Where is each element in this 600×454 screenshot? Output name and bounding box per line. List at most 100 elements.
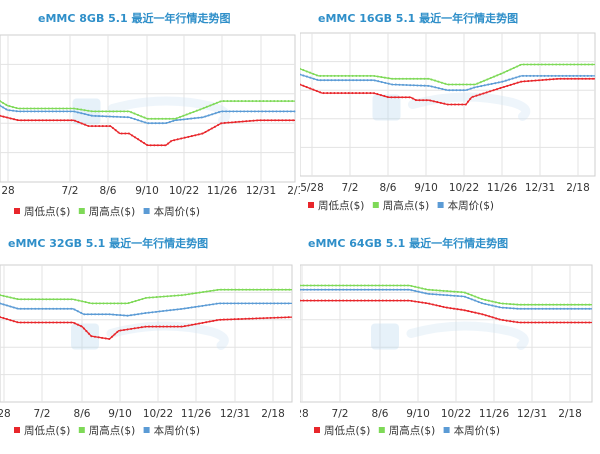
data-point [52, 298, 55, 301]
data-point [505, 302, 508, 305]
data-point [495, 88, 499, 91]
data-point [487, 83, 490, 86]
data-point [448, 89, 451, 92]
data-point [73, 308, 76, 311]
data-point [331, 299, 334, 302]
data-point [460, 291, 463, 294]
data-point [143, 121, 147, 124]
data-point [77, 299, 80, 302]
legend-swatch [314, 427, 320, 433]
data-point [119, 115, 122, 119]
data-point [248, 119, 251, 122]
data-point [80, 112, 83, 115]
data-point [23, 307, 26, 310]
data-point [342, 284, 345, 287]
data-point [204, 304, 208, 307]
data-point [477, 312, 480, 315]
data-point [72, 107, 76, 110]
data-point [437, 87, 440, 90]
data-point [470, 298, 473, 301]
data-point [175, 117, 178, 120]
data-point [180, 137, 183, 140]
data-point [5, 108, 8, 111]
data-point [197, 116, 200, 119]
data-point [559, 307, 562, 310]
data-point [191, 292, 194, 295]
data-point [119, 110, 122, 113]
data-point [477, 300, 480, 303]
data-point [406, 284, 410, 287]
data-point [187, 324, 190, 327]
data-point [90, 110, 93, 113]
data-point [194, 305, 197, 308]
data-point [154, 122, 157, 125]
data-point [508, 78, 511, 81]
data-point [406, 288, 410, 291]
data-point [516, 81, 519, 84]
data-point [37, 321, 40, 324]
data-point [287, 302, 290, 305]
data-point [370, 299, 374, 302]
data-point [408, 96, 411, 99]
data-point [126, 110, 129, 113]
data-point [495, 317, 498, 320]
data-point [94, 125, 97, 128]
data-point [122, 328, 126, 332]
series-line [298, 77, 595, 106]
chart-64gb: 28 7/2 8/6 9/10 10/22 11/26 12/31 2/18 周低点($) 周高点… [295, 264, 593, 437]
data-point [258, 100, 261, 103]
data-point [44, 307, 48, 310]
watermark-logo [72, 96, 231, 125]
data-point [482, 92, 485, 95]
data-point [475, 94, 478, 97]
data-point [341, 79, 344, 82]
legend-swatch [14, 208, 20, 214]
data-point [2, 303, 5, 306]
data-point [530, 321, 533, 324]
data-point [399, 288, 402, 291]
data-point [30, 321, 33, 324]
data-point [110, 335, 114, 338]
data-point [137, 326, 140, 329]
data-point [266, 288, 269, 291]
data-point [358, 92, 361, 95]
data-point [463, 291, 467, 294]
data-point [555, 63, 558, 66]
series-line [298, 73, 595, 92]
data-point [356, 288, 359, 291]
x-tick-label: 7/2 [62, 185, 79, 197]
data-point [16, 321, 19, 324]
data-point [467, 292, 470, 295]
data-point [136, 113, 139, 116]
data-point [2, 101, 5, 105]
data-point [365, 92, 368, 95]
data-point [569, 63, 572, 66]
data-point [451, 83, 454, 86]
data-point [2, 106, 5, 109]
data-point [334, 299, 338, 302]
data-point [172, 308, 175, 311]
data-point [356, 284, 359, 287]
data-point [166, 295, 169, 298]
data-point [23, 119, 26, 122]
data-point [349, 299, 352, 302]
data-point [565, 74, 568, 77]
data-point [279, 110, 282, 113]
data-point [59, 307, 62, 310]
data-point [0, 302, 2, 305]
data-point [65, 107, 68, 110]
data-point [530, 303, 533, 306]
data-point [319, 74, 322, 77]
data-point [62, 110, 65, 113]
data-point [80, 108, 83, 111]
data-point [499, 72, 502, 75]
legend-swatch [372, 202, 379, 208]
data-point [403, 299, 406, 302]
data-point [491, 316, 494, 319]
data-point [338, 284, 341, 287]
data-point [548, 78, 551, 81]
data-point [563, 303, 566, 306]
data-point [319, 91, 322, 94]
data-point [513, 82, 516, 85]
data-point [316, 78, 319, 81]
